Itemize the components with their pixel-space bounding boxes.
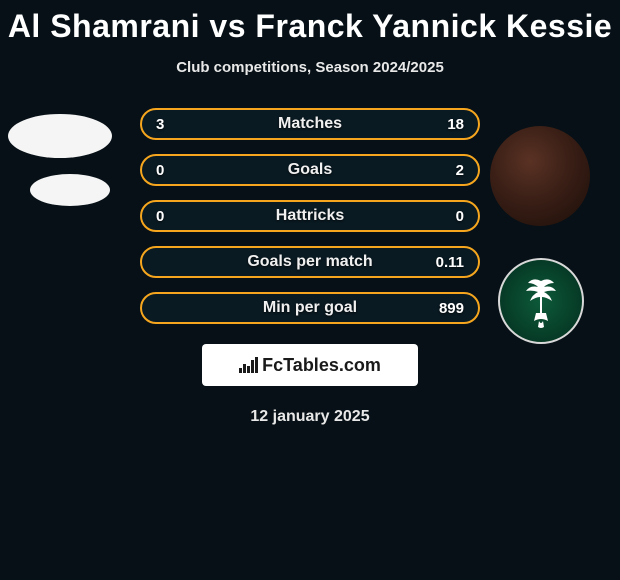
- page-title: Al Shamrani vs Franck Yannick Kessie: [0, 0, 620, 45]
- stat-label: Matches: [278, 115, 342, 133]
- branding-badge: FcTables.com: [202, 344, 418, 386]
- stat-label: Goals: [288, 161, 332, 179]
- stat-row: Goals per match 0.11: [140, 246, 480, 278]
- date-label: 12 january 2025: [0, 408, 620, 426]
- player-right-avatar: [490, 126, 590, 226]
- palm-crest-icon: [518, 273, 564, 329]
- stat-row: 3 Matches 18: [140, 108, 480, 140]
- stat-left-value: 0: [156, 208, 164, 225]
- stat-left-value: 3: [156, 116, 164, 133]
- stat-label: Hattricks: [276, 207, 344, 225]
- stat-right-value: 2: [456, 162, 464, 179]
- stat-label: Goals per match: [247, 253, 372, 271]
- stat-row: Min per goal 899: [140, 292, 480, 324]
- stat-right-value: 0: [456, 208, 464, 225]
- bar-chart-icon: [239, 357, 258, 373]
- player-left-avatar-placeholder-1: [8, 114, 112, 158]
- branding-text: FcTables.com: [262, 355, 381, 376]
- club-right-badge: [498, 258, 584, 344]
- stat-right-value: 899: [439, 300, 464, 317]
- stat-row: 0 Hattricks 0: [140, 200, 480, 232]
- stat-right-value: 0.11: [436, 254, 464, 271]
- stat-right-value: 18: [447, 116, 464, 133]
- stat-label: Min per goal: [263, 299, 357, 317]
- stat-row: 0 Goals 2: [140, 154, 480, 186]
- stat-left-value: 0: [156, 162, 164, 179]
- player-left-avatar-placeholder-2: [30, 174, 110, 206]
- subtitle: Club competitions, Season 2024/2025: [0, 59, 620, 76]
